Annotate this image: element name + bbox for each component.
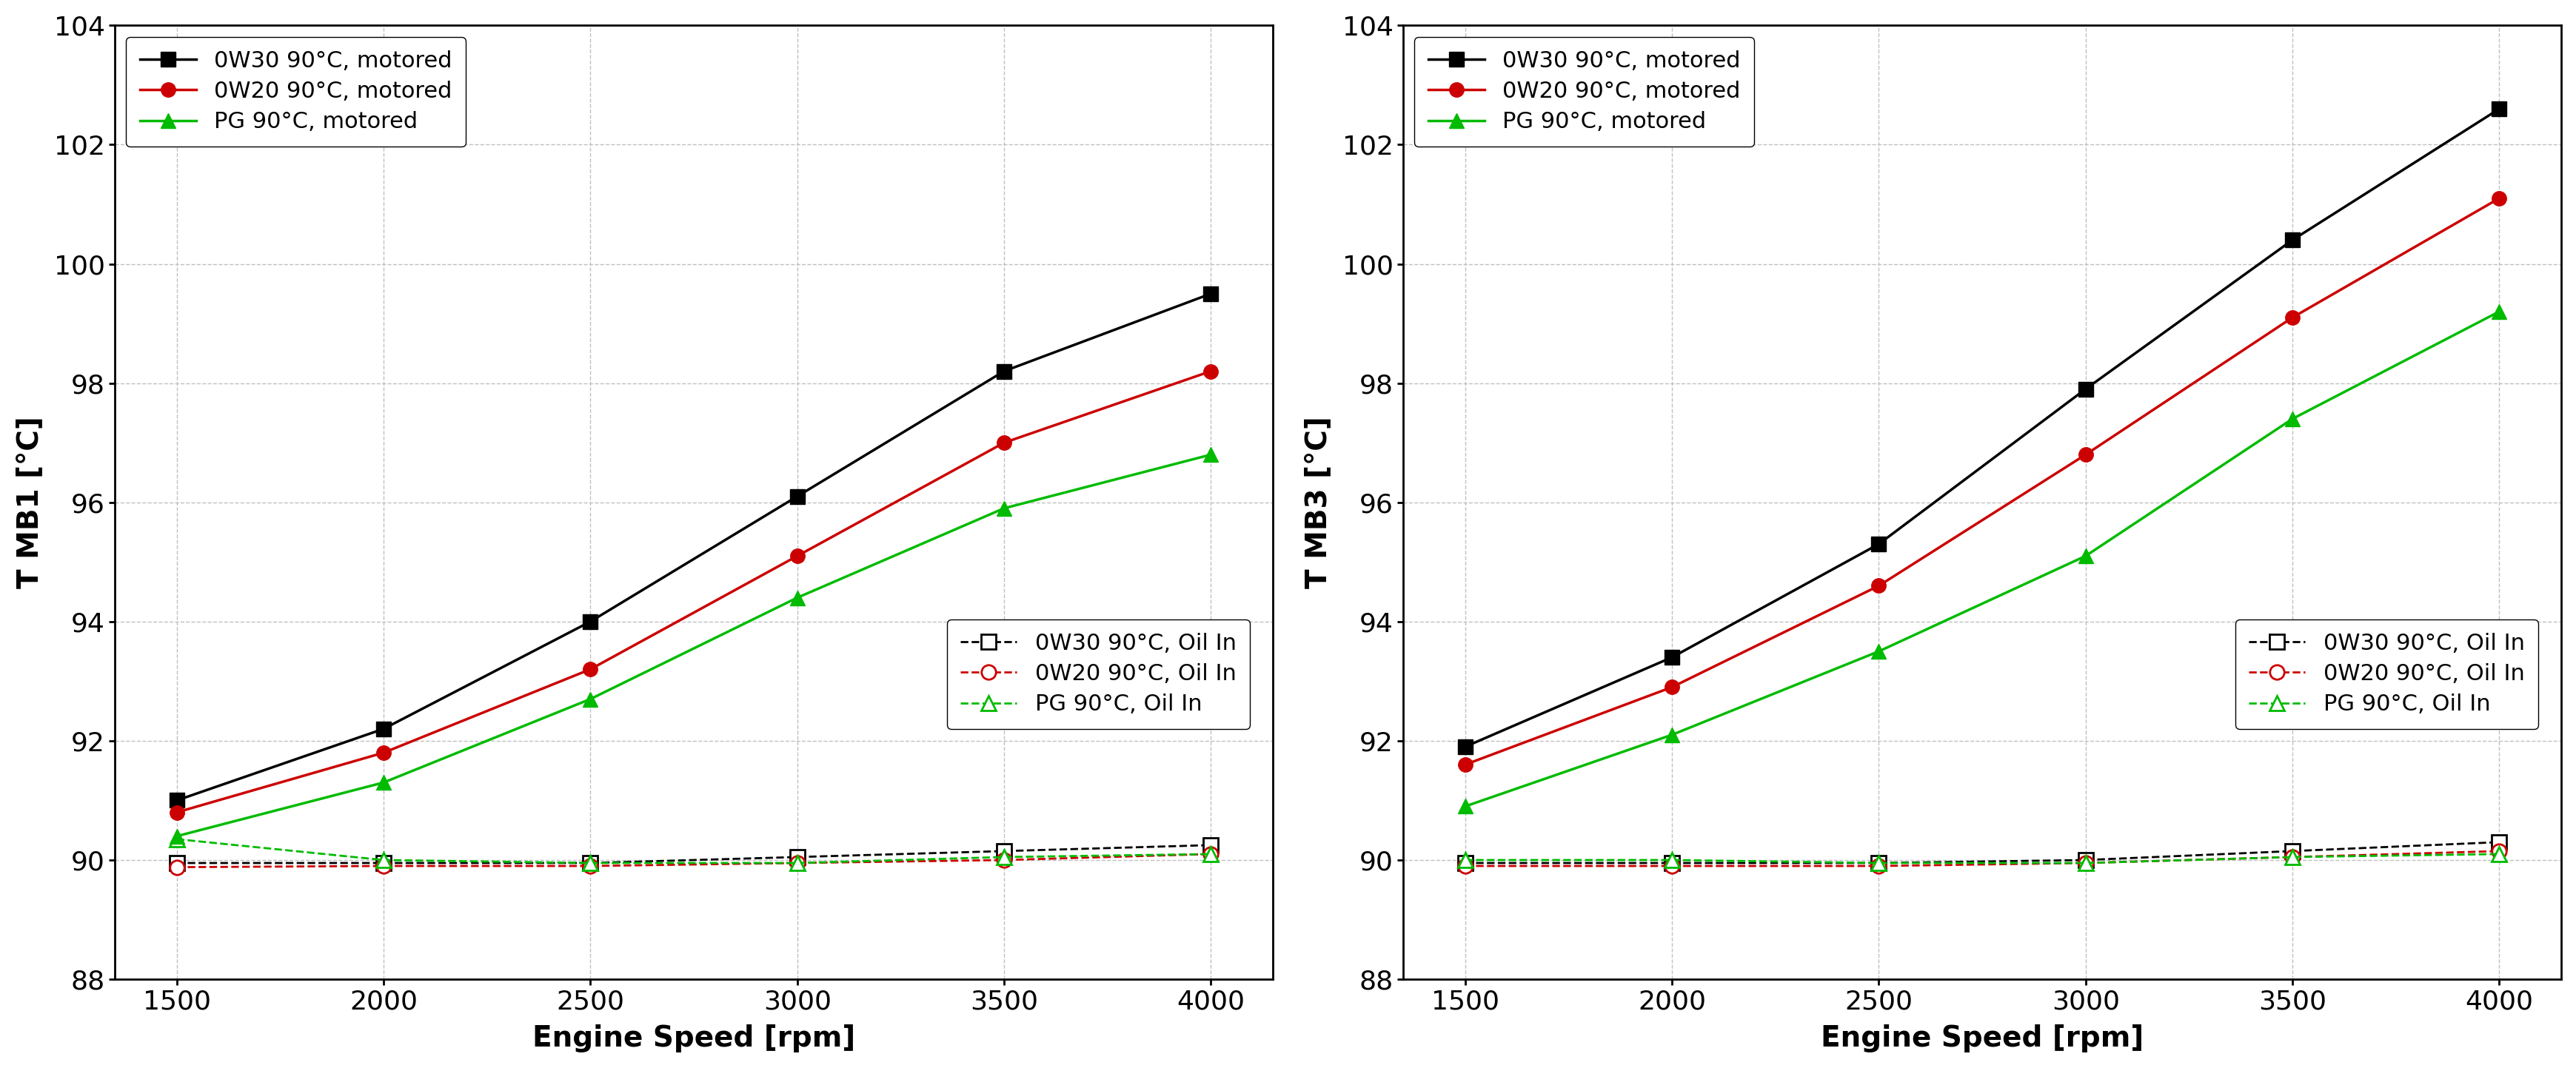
Y-axis label: T MB1 [°C]: T MB1 [°C] xyxy=(15,417,44,588)
Legend: 0W30 90°C, Oil In, 0W20 90°C, Oil In, PG 90°C, Oil In: 0W30 90°C, Oil In, 0W20 90°C, Oil In, PG… xyxy=(945,619,1249,728)
Y-axis label: T MB3 [°C]: T MB3 [°C] xyxy=(1303,417,1332,588)
Legend: 0W30 90°C, Oil In, 0W20 90°C, Oil In, PG 90°C, Oil In: 0W30 90°C, Oil In, 0W20 90°C, Oil In, PG… xyxy=(2233,619,2537,728)
X-axis label: Engine Speed [rpm]: Engine Speed [rpm] xyxy=(1821,1024,2143,1053)
X-axis label: Engine Speed [rpm]: Engine Speed [rpm] xyxy=(533,1024,855,1053)
